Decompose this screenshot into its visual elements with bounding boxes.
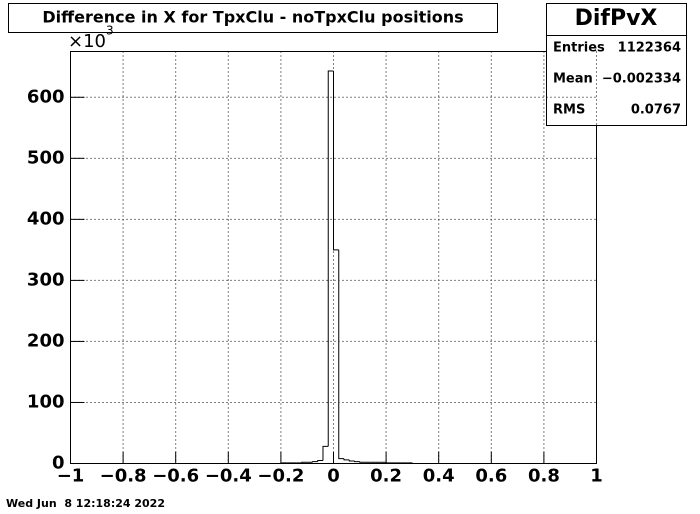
y-tick-label: 300 <box>27 269 65 290</box>
histogram-bin <box>411 462 418 464</box>
histogram-bin <box>338 249 345 460</box>
stats-value: −0.002334 <box>602 72 681 87</box>
footer-date: Wed Jun 8 12:18:24 2022 <box>6 497 165 510</box>
chart-title: Difference in X for TpxClu - noTpxClu po… <box>42 8 463 27</box>
x-tick-label: −0.8 <box>100 466 147 487</box>
histogram-bin <box>327 70 334 447</box>
y-tick-label: 500 <box>27 147 65 168</box>
stats-box <box>546 3 687 126</box>
histogram-bin <box>385 462 392 464</box>
histogram-bin <box>311 461 318 463</box>
stats-name: DifPvX <box>575 6 658 31</box>
y-tick-label: 200 <box>27 330 65 351</box>
histogram-bin <box>343 458 350 461</box>
histogram-bin <box>280 462 287 464</box>
x-tick-label: 0 <box>327 466 340 487</box>
x-tick-label: −1 <box>57 466 85 487</box>
histogram-bin <box>317 459 323 462</box>
y-tick-label: 100 <box>27 391 65 412</box>
y-tick-label: 400 <box>27 208 65 229</box>
stats-label: RMS <box>553 103 585 118</box>
x-tick-label: −0.6 <box>152 466 199 487</box>
histogram-bin <box>348 459 355 462</box>
y-multiplier: ×10 <box>68 31 106 52</box>
stats-label: Entries <box>553 41 605 56</box>
histogram-bin <box>333 71 339 251</box>
stats-label: Mean <box>553 72 593 87</box>
x-tick-label: 0.4 <box>423 466 455 487</box>
x-tick-label: 0.8 <box>528 466 560 487</box>
histogram-bin <box>322 445 329 461</box>
y-multiplier-exponent: 3 <box>106 24 114 38</box>
title-box <box>8 3 498 33</box>
histogram-bin <box>301 461 308 463</box>
histogram-bin <box>354 461 360 463</box>
x-tick-label: −0.2 <box>257 466 304 487</box>
x-tick-label: 1 <box>590 466 603 487</box>
x-tick-label: 0.2 <box>370 466 402 487</box>
stats-value: 1122364 <box>618 41 681 56</box>
y-tick-label: 600 <box>27 86 65 107</box>
histogram-bin <box>359 461 366 463</box>
x-tick-label: −0.4 <box>205 466 252 487</box>
stats-value: 0.0767 <box>631 103 681 118</box>
y-tick-label: 0 <box>52 453 65 474</box>
x-tick-label: 0.6 <box>475 466 507 487</box>
